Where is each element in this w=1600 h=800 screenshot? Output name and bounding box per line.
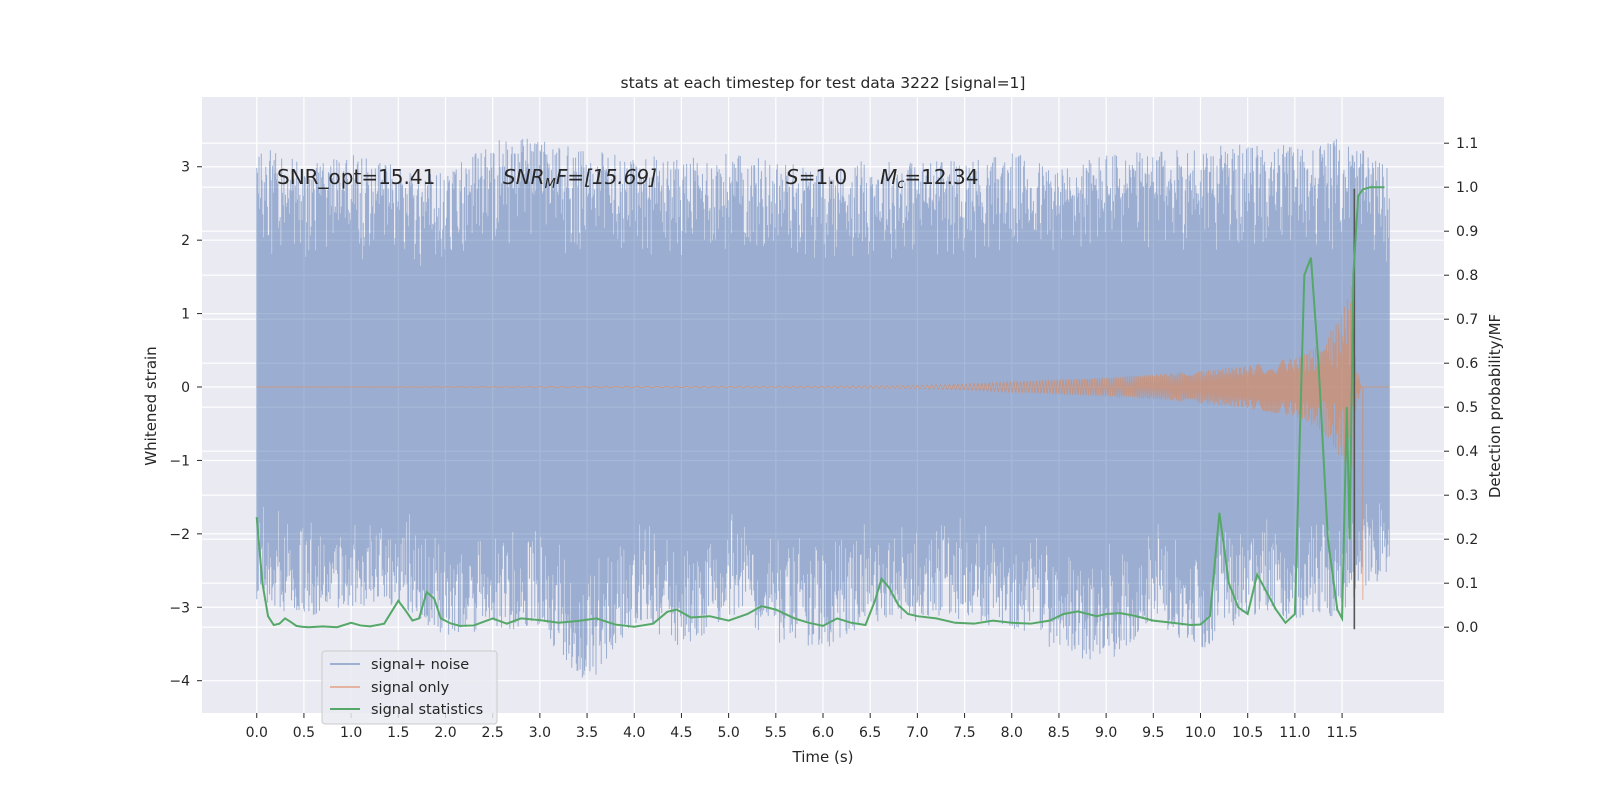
x-tick-label: 8.0 [1001, 725, 1023, 741]
y2-tick-label: 0.7 [1456, 312, 1478, 328]
x-tick-label: 3.0 [529, 725, 551, 741]
x-tick-label: 4.0 [623, 725, 645, 741]
x-axis-ticks: 0.0 0.5 1.0 1.5 2.0 2.5 3.0 3.5 4.0 4.5 5.0 5.5 6.0 6… [246, 713, 1358, 741]
x-tick-label: 4.5 [670, 725, 692, 741]
x-tick-label: 6.0 [812, 725, 834, 741]
snr-mf-symbol: SNR [503, 165, 545, 189]
x-tick-label: 9.0 [1095, 725, 1117, 741]
x-tick-label: 9.5 [1142, 725, 1164, 741]
y2-tick-label: 0.0 [1456, 620, 1478, 636]
y2-axis-ticks: 0.0 0.1 0.2 0.3 0.4 0.5 0.6 0.7 0.8 0.9 1.0 1.1 [1444, 136, 1478, 636]
y-tick-label: 2 [181, 233, 190, 249]
x-tick-label: 2.0 [434, 725, 456, 741]
y2-tick-label: 0.6 [1456, 356, 1478, 372]
mc-value: =12.34 [904, 165, 978, 189]
annotation-s: S=1.0 [786, 165, 847, 189]
legend-label-signal-statistics: signal statistics [371, 702, 483, 718]
legend-label-signal-plus-noise: signal+ noise [371, 657, 469, 673]
series-signal-only [256, 286, 1390, 600]
s-symbol: S [786, 165, 799, 189]
x-tick-label: 6.5 [859, 725, 881, 741]
x-tick-label: 11.0 [1279, 725, 1310, 741]
y-tick-label: −3 [169, 600, 190, 616]
x-tick-label: 8.5 [1048, 725, 1070, 741]
y2-tick-label: 0.2 [1456, 532, 1478, 548]
y2-tick-label: 0.9 [1456, 224, 1478, 240]
snr-mf-subscript: M [545, 177, 556, 192]
y-tick-label: 0 [181, 380, 190, 396]
mc-subscript: c [897, 177, 904, 192]
x-tick-label: 0.5 [293, 725, 315, 741]
x-tick-label: 7.0 [906, 725, 928, 741]
legend-box [321, 650, 498, 725]
y2-tick-label: 0.8 [1456, 268, 1478, 284]
mc-symbol: M [880, 165, 897, 189]
y-axis-label: Whitened strain [142, 346, 160, 465]
y-tick-label: 1 [181, 307, 190, 323]
y2-tick-label: 0.4 [1456, 444, 1478, 460]
chart-title: stats at each timestep for test data 322… [621, 74, 1026, 92]
y2-tick-label: 0.1 [1456, 576, 1478, 592]
x-tick-label: 2.5 [482, 725, 504, 741]
y2-tick-label: 0.3 [1456, 488, 1478, 504]
x-tick-label: 5.0 [717, 725, 739, 741]
x-tick-label: 5.5 [765, 725, 787, 741]
annotation-mc: Mc=12.34 [880, 165, 978, 192]
y-tick-label: −4 [169, 674, 190, 690]
y-tick-label: −2 [169, 527, 190, 543]
signal-trace [256, 286, 1390, 600]
y2-axis-label: Detection probability/MF [1486, 314, 1504, 498]
y-axis-ticks: −4 −3 −2 −1 0 1 2 3 [169, 160, 202, 690]
x-tick-label: 0.0 [246, 725, 268, 741]
x-tick-label: 11.5 [1326, 725, 1357, 741]
x-tick-label: 10.5 [1232, 725, 1263, 741]
y2-tick-label: 0.5 [1456, 400, 1478, 416]
x-tick-label: 3.5 [576, 725, 598, 741]
series-signal-statistics [255, 186, 1385, 629]
x-tick-label: 7.5 [953, 725, 975, 741]
s-value: =1.0 [799, 165, 848, 189]
annotation-snr-opt: SNR_opt=15.41 [277, 165, 435, 189]
annotation-snr-mf: SNRMF=[15.69] [503, 165, 657, 192]
x-tick-label: 1.0 [340, 725, 362, 741]
x-tick-label: 1.5 [387, 725, 409, 741]
y-tick-label: 3 [181, 160, 190, 176]
y-tick-label: −1 [169, 453, 190, 469]
snr-mf-value: F=[15.69] [556, 165, 657, 189]
legend: signal+ noise signal only signal statist… [321, 650, 498, 725]
x-axis-label: Time (s) [792, 748, 854, 766]
y2-tick-label: 1.1 [1456, 136, 1478, 152]
y2-tick-label: 1.0 [1456, 180, 1478, 196]
legend-label-signal-only: signal only [371, 680, 450, 696]
x-tick-label: 10.0 [1185, 725, 1216, 741]
